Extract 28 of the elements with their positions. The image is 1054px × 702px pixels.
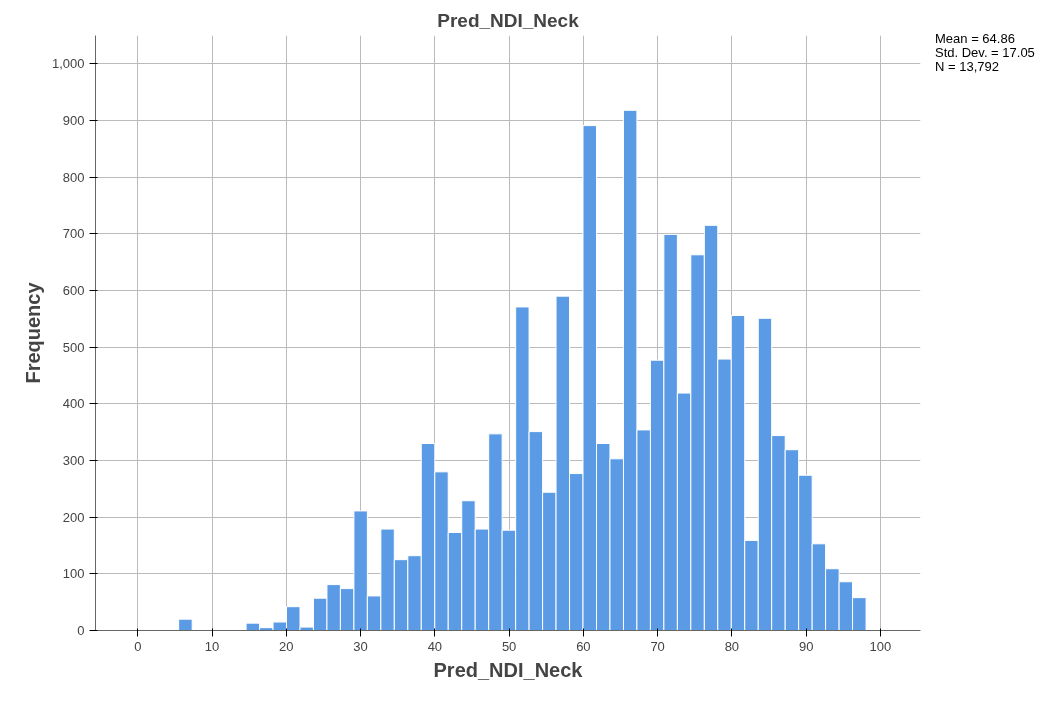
- y-tick-label: 600: [62, 283, 85, 298]
- y-tick-label: 500: [62, 339, 85, 355]
- y-tick-label: 800: [62, 169, 85, 185]
- text: Mean = 64.86: [935, 31, 1016, 46]
- text: N = 13,792: [935, 59, 1000, 74]
- y-axis-title: Frequency: [21, 281, 44, 384]
- y-tick-label: 900: [62, 113, 85, 128]
- y-tick-label: 1,000: [51, 56, 85, 72]
- y-tick-label: 400: [62, 396, 85, 412]
- x-axis-title: Pred_NDI_Neck: [433, 658, 584, 681]
- y-tick-label: 100: [62, 566, 85, 582]
- x-tick-label: 60: [576, 638, 591, 654]
- x-tick-label: 80: [724, 638, 740, 654]
- y-tick-label: 700: [62, 226, 85, 242]
- y-tick-label: 200: [62, 509, 85, 525]
- x-tick-label: 100: [869, 638, 892, 654]
- y-tick-label: 0: [77, 623, 85, 638]
- x-tick-label: 10: [204, 638, 220, 654]
- x-tick-label: 70: [650, 638, 665, 654]
- x-tick-label: 20: [279, 638, 294, 654]
- text: Std. Dev. = 17.05: [935, 45, 1035, 60]
- x-tick-label: 0: [134, 638, 142, 654]
- x-tick-label: 40: [427, 638, 443, 654]
- x-tick-label: 90: [798, 638, 814, 654]
- y-tick-label: 300: [62, 453, 85, 468]
- x-tick-label: 50: [501, 638, 517, 654]
- chart-title: Pred_NDI_Neck: [437, 9, 580, 31]
- x-tick-label: 30: [353, 638, 368, 654]
